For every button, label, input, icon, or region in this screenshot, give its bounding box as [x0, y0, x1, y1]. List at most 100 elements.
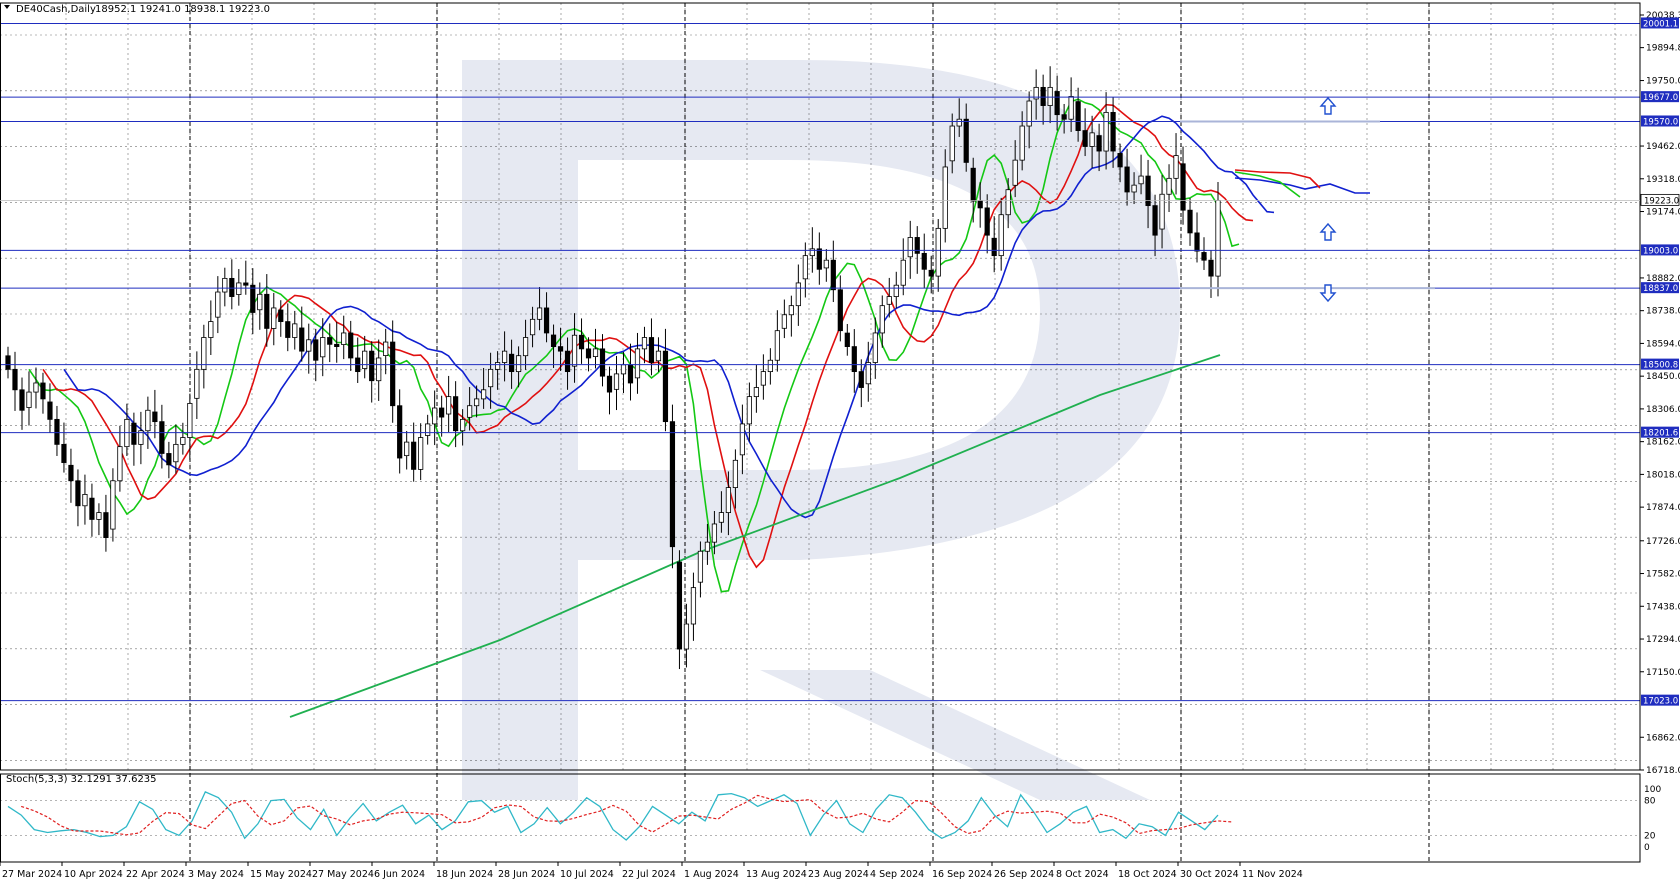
candle-body: [138, 430, 144, 445]
stochastic-pane-frame: [0, 773, 1641, 863]
candle-body: [432, 407, 438, 425]
date-tick-label: 8 Oct 2024: [1056, 869, 1109, 880]
current-price-badge: [1640, 193, 1680, 206]
level-price-badge: [1641, 426, 1679, 438]
candle-body: [19, 389, 25, 411]
main-pane-frame: [0, 2, 1641, 771]
date-tick-label: 27 Mar 2024: [2, 869, 62, 880]
watermark-letter-shape: [462, 60, 1180, 800]
candle-body: [494, 362, 501, 370]
candle-body: [1166, 177, 1172, 195]
candle-body: [655, 350, 662, 362]
candle-body: [68, 464, 74, 482]
candle-body: [935, 227, 941, 277]
down-arrow-icon: [1319, 284, 1337, 303]
candle-body: [243, 282, 249, 286]
candle-body: [837, 289, 843, 332]
candle-body: [460, 418, 466, 432]
candle-body: [306, 339, 312, 352]
date-axis[interactable]: 27 Mar 2024 10 Apr 2024 22 Apr 2024 3 May 2…: [0, 862, 1303, 880]
candle-body: [229, 277, 235, 297]
candle-body: [732, 459, 738, 488]
price-tick-label: 18018.0: [1646, 470, 1680, 480]
level-price-badge: [1641, 694, 1679, 706]
date-tick-label: 6 Jun 2024: [374, 869, 425, 880]
candle-body: [12, 368, 18, 391]
candle-body: [1180, 163, 1186, 211]
candle-body: [131, 422, 137, 445]
collapse-triangle-icon[interactable]: [4, 5, 10, 9]
date-tick-label: 1 Aug 2024: [684, 869, 739, 880]
stochastic-scale-label: 20: [1644, 831, 1656, 841]
candle-body: [781, 314, 787, 329]
candle-body: [1068, 96, 1074, 120]
candle-body: [998, 214, 1004, 257]
candle-body: [844, 332, 850, 348]
price-tick-label: 20038.3: [1646, 11, 1680, 21]
level-price-badge: [1641, 91, 1679, 103]
candle-body: [704, 541, 711, 552]
candle-body: [327, 337, 333, 345]
candle-body: [1159, 193, 1165, 230]
candle-body: [823, 259, 829, 269]
candle-body: [641, 337, 648, 350]
candle-body: [474, 398, 480, 407]
moving-average-fast-line: [28, 98, 1240, 593]
support-resistance-levels[interactable]: [0, 22, 1640, 702]
candle-body: [1096, 135, 1102, 152]
level-price-label: 17023.0: [1643, 697, 1678, 707]
candle-body: [970, 167, 976, 202]
candle-body: [522, 337, 529, 357]
candle-body: [257, 293, 263, 311]
candle-body: [418, 437, 424, 470]
symbol-label: DE40Cash,Daily: [16, 4, 96, 15]
candle-body: [334, 343, 340, 348]
candle-body: [529, 318, 536, 336]
price-tick-label: 18594.0: [1646, 339, 1680, 349]
candle-body: [103, 512, 109, 539]
candle-body: [879, 305, 885, 334]
candle-body: [900, 259, 906, 286]
candle-body: [1012, 159, 1018, 186]
candle-body: [795, 282, 801, 307]
moving-averages: [28, 98, 1275, 718]
candle-body: [592, 348, 599, 358]
candle-body: [362, 350, 368, 369]
candle-body: [299, 327, 305, 352]
up-arrow-icon: [1319, 96, 1337, 115]
level-price-label: 20001.1: [1643, 19, 1678, 29]
candle-body: [1194, 232, 1200, 252]
candle-body: [543, 307, 550, 334]
candle-body: [481, 389, 487, 400]
level-price-badge: [1641, 358, 1679, 370]
level-price-label: 18201.6: [1643, 429, 1678, 439]
candle-body: [921, 252, 927, 270]
price-axis[interactable]: 20038.3 19894.8 19750.0 19462.0 19318.0 19174…: [0, 11, 1680, 776]
candle-body: [753, 387, 759, 398]
candle-body: [110, 480, 116, 530]
candle-body: [215, 291, 221, 318]
date-tick-label: 11 Nov 2024: [1242, 869, 1303, 880]
candle-body: [1201, 252, 1207, 261]
candle-body: [89, 497, 95, 520]
candle-body: [536, 307, 543, 320]
candle-body: [697, 550, 704, 583]
candle-body: [1215, 199, 1221, 277]
candle-body: [571, 334, 578, 367]
candle-body: [564, 350, 571, 373]
candle-body: [501, 350, 508, 363]
candle-body: [1061, 114, 1067, 120]
projected-red-ma: [1234, 169, 1321, 189]
candle-body: [1117, 153, 1123, 168]
level-price-label: 18500.8: [1643, 361, 1678, 371]
candle-body: [222, 277, 228, 293]
candle-body: [453, 396, 459, 432]
candle-body: [369, 350, 375, 382]
candle-body: [928, 269, 934, 277]
price-tick-label: 17726.0: [1646, 537, 1680, 547]
candle-body: [676, 561, 683, 650]
date-tick-label: 28 Jun 2024: [498, 869, 555, 880]
candle-body: [1019, 125, 1025, 161]
candle-body: [320, 337, 326, 358]
